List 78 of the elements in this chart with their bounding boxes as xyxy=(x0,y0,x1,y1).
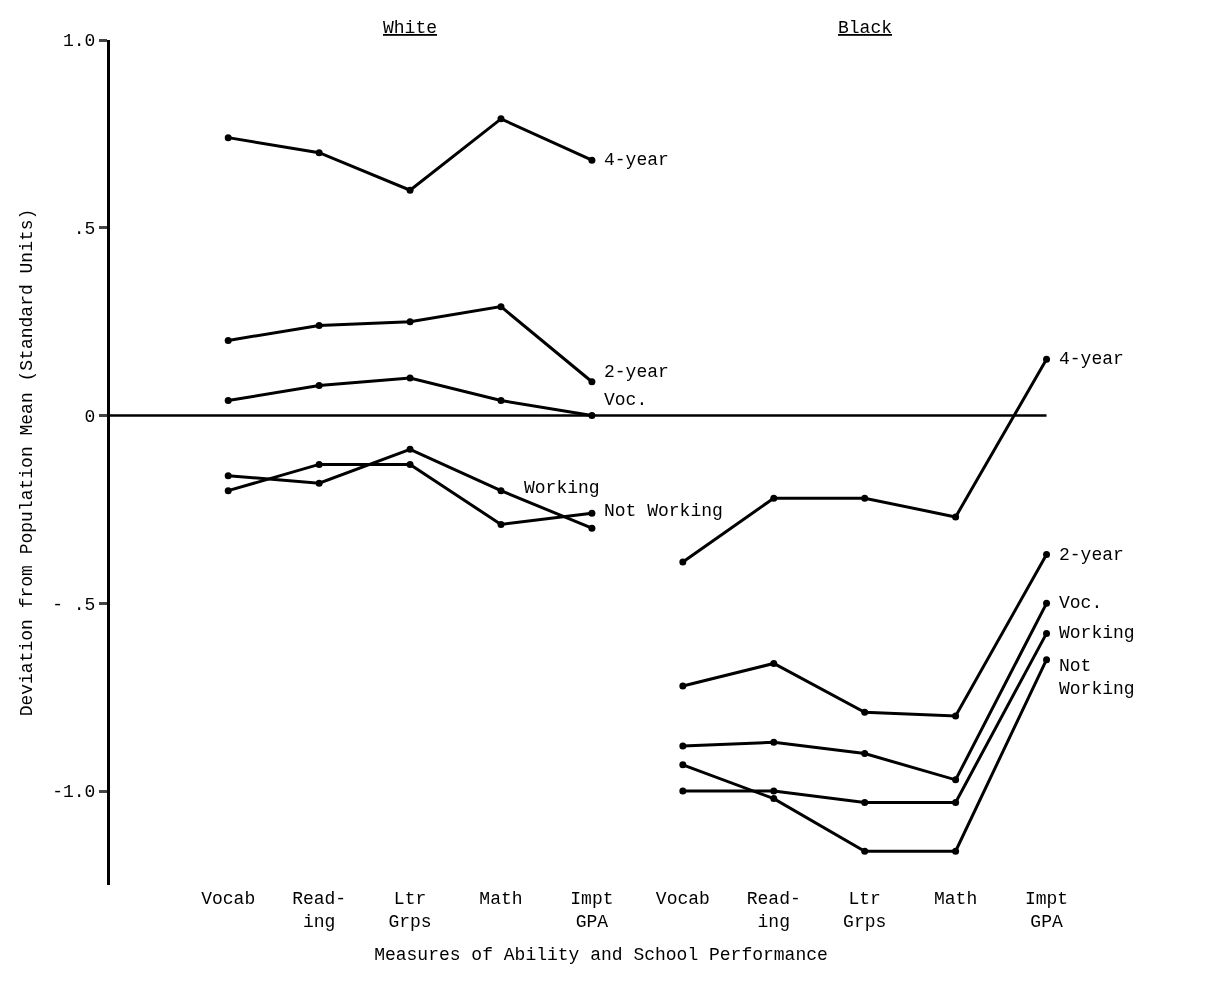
point xyxy=(770,738,778,746)
series-label: 2-year xyxy=(604,362,669,382)
series-label: Working xyxy=(524,478,600,498)
x-tick-label: Ltr Grps xyxy=(843,889,887,933)
point xyxy=(497,397,505,405)
point xyxy=(770,494,778,502)
series-label: Not Working xyxy=(1059,656,1135,700)
point xyxy=(861,494,869,502)
y-tick-label: - .5 xyxy=(52,594,96,615)
x-tick-label: Impt GPA xyxy=(1024,889,1069,933)
point xyxy=(315,460,323,468)
point xyxy=(861,798,869,806)
y-tick-label: 1.0 xyxy=(62,31,96,52)
point xyxy=(315,149,323,157)
series-label: Not Working xyxy=(604,501,723,521)
point xyxy=(406,460,414,468)
point xyxy=(406,445,414,453)
point xyxy=(588,378,596,386)
point xyxy=(224,134,232,142)
x-tick-label: Read- ing xyxy=(292,889,347,933)
point xyxy=(315,479,323,487)
x-axis-title: Measures of Ability and School Performance xyxy=(374,944,828,965)
point xyxy=(1043,656,1051,664)
point xyxy=(861,847,869,855)
point xyxy=(861,750,869,758)
y-axis-title: Deviation from Population Mean (Standard Units) xyxy=(17,208,38,717)
point xyxy=(770,659,778,667)
point xyxy=(679,761,687,769)
x-tick-label: Math xyxy=(479,889,523,909)
series-label: 4-year xyxy=(1059,349,1124,369)
series-label: Working xyxy=(1059,623,1135,643)
point xyxy=(588,509,596,517)
point xyxy=(1043,629,1051,637)
point xyxy=(1043,551,1051,559)
x-tick-label: Ltr Grps xyxy=(388,889,432,933)
x-tick-label: Read- ing xyxy=(746,889,801,933)
point xyxy=(679,742,687,750)
point xyxy=(406,318,414,326)
point xyxy=(224,397,232,405)
point xyxy=(861,708,869,716)
point xyxy=(679,558,687,566)
point xyxy=(952,798,960,806)
x-tick-label: Math xyxy=(934,889,978,909)
point xyxy=(588,524,596,532)
point xyxy=(770,787,778,795)
point xyxy=(406,374,414,382)
y-tick-label: -1.0 xyxy=(52,782,96,803)
series-label: 2-year xyxy=(1059,545,1124,565)
point xyxy=(952,776,960,784)
point xyxy=(497,115,505,123)
point xyxy=(1043,599,1051,607)
point xyxy=(406,186,414,194)
point xyxy=(679,682,687,690)
text: Black xyxy=(838,18,893,38)
point xyxy=(497,487,505,495)
point xyxy=(770,795,778,803)
point xyxy=(497,520,505,528)
point xyxy=(497,303,505,311)
point xyxy=(315,321,323,329)
x-tick-label: Vocab xyxy=(201,889,256,909)
text: White xyxy=(383,18,438,38)
point xyxy=(952,513,960,521)
x-tick-label: Impt GPA xyxy=(570,889,614,933)
point xyxy=(952,847,960,855)
series-label: Voc. xyxy=(604,390,648,410)
y-tick-label: 0 xyxy=(84,406,96,427)
point xyxy=(679,787,687,795)
point xyxy=(952,712,960,720)
point xyxy=(224,336,232,344)
point xyxy=(1043,355,1051,363)
series-label: 4-year xyxy=(604,150,669,170)
point xyxy=(315,382,323,390)
point xyxy=(224,472,232,480)
x-tick-label: Vocab xyxy=(655,889,710,909)
y-tick-label: .5 xyxy=(73,219,96,240)
point xyxy=(224,487,232,495)
point xyxy=(588,156,596,164)
series-label: Voc. xyxy=(1059,593,1103,613)
